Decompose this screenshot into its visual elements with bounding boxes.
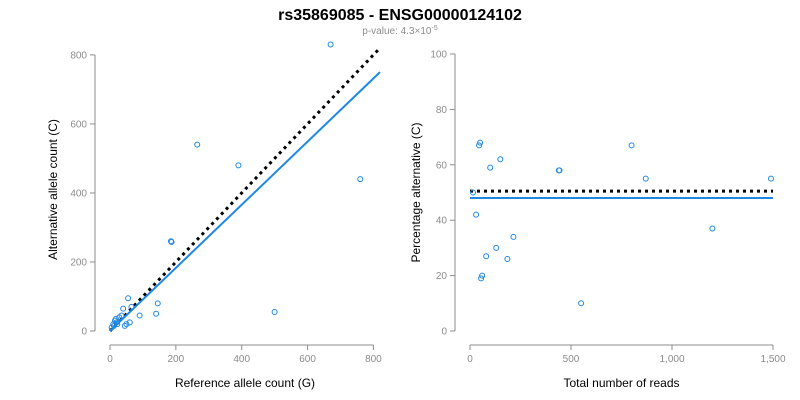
right-data-point [510, 233, 517, 240]
left-data-point [168, 238, 175, 245]
left-x-tick-label: 400 [233, 354, 250, 365]
right-data-point [642, 175, 649, 182]
left-scatter-panel: 0 200 400 600 800 0 200 400 600 800 Reference alle… [46, 41, 382, 390]
right-data-point [493, 244, 500, 251]
left-data-point [125, 295, 132, 302]
right-data-point [556, 167, 563, 174]
left-data-point [194, 141, 201, 148]
left-data-point [136, 312, 143, 319]
right-y-tick-label: 0 [441, 327, 447, 338]
left-y-tick-label: 400 [70, 188, 87, 199]
left-data-point [271, 309, 278, 316]
right-data-point [497, 156, 504, 163]
right-data-point [476, 142, 483, 149]
right-y-tick-label: 100 [430, 50, 447, 61]
right-data-point [709, 225, 716, 232]
left-data-point [128, 303, 135, 310]
left-data-point [120, 305, 127, 312]
chart-subtitle: p-value: 4.3×10-5 [362, 25, 438, 37]
left-data-point [123, 321, 130, 328]
right-x-tick-label: 500 [563, 354, 580, 365]
right-data-point [628, 142, 635, 149]
left-data-point [327, 41, 334, 48]
right-data-point [477, 139, 484, 146]
right-y-tick-label: 40 [436, 216, 448, 227]
right-x-axis-title: Total number of reads [563, 376, 679, 390]
left-y-axis-title: Alternative allele count (C) [46, 119, 60, 260]
left-y-tick-label: 600 [70, 119, 87, 130]
left-data-point [235, 162, 242, 169]
right-x-tick-label: 0 [467, 354, 473, 365]
left-x-tick-label: 0 [107, 354, 113, 365]
left-data-point [121, 322, 128, 329]
left-y-tick-label: 800 [70, 50, 87, 61]
left-data-point [357, 176, 364, 183]
right-data-point [479, 272, 486, 279]
right-data-point [487, 164, 494, 171]
right-data-point [470, 189, 477, 196]
left-x-tick-label: 800 [365, 354, 382, 365]
right-data-point [767, 175, 774, 182]
left-x-tick-label: 200 [168, 354, 185, 365]
subtitle-prefix: p-value: 4.3×10 [362, 26, 432, 37]
right-data-point [478, 275, 485, 282]
left-data-point [153, 310, 160, 317]
left-x-axis-title: Reference allele count (G) [175, 376, 315, 390]
left-data-point [167, 238, 174, 245]
left-fit-line [109, 71, 381, 332]
right-y-tick-label: 60 [436, 160, 448, 171]
left-reference-line [108, 46, 382, 333]
right-x-tick-label: 1,000 [659, 354, 684, 365]
left-data-point [118, 312, 125, 319]
right-data-point [504, 255, 511, 262]
right-data-point [473, 211, 480, 218]
right-x-tick-label: 1,500 [760, 354, 785, 365]
right-data-point [578, 300, 585, 307]
right-y-axis-title: Percentage alternative (C) [409, 122, 423, 262]
left-data-point [154, 300, 161, 307]
subtitle-exponent: -5 [431, 25, 437, 32]
chart-title: rs35869085 - ENSG00000124102 [278, 7, 522, 24]
left-y-tick-label: 0 [81, 327, 87, 338]
right-y-tick-label: 80 [436, 105, 448, 116]
left-y-tick-label: 200 [70, 257, 87, 268]
left-x-tick-label: 600 [299, 354, 316, 365]
left-data-point [126, 319, 133, 326]
right-scatter-panel: 0 500 1,000 1,500 0 20 40 60 80 100 Total number o… [409, 50, 786, 391]
right-y-tick-label: 20 [436, 271, 448, 282]
right-data-point [483, 253, 490, 260]
left-data-point [114, 321, 121, 328]
